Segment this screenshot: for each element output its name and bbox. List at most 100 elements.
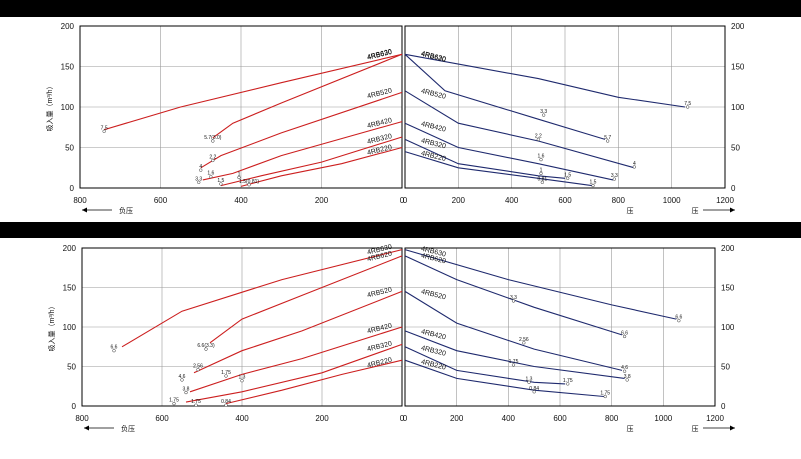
series-line-4rb620 [404,255,623,336]
y-tick-label: 100 [63,323,77,332]
y-tick-label: 100 [61,103,75,112]
y-tick-label: 0 [721,402,726,411]
data-point-marker [536,137,540,142]
x-tick-label: 800 [73,196,87,205]
data-point-marker [677,319,681,323]
data-point-marker [247,183,251,187]
series-line-4rb630 [404,53,686,108]
x-tick-label: 0 [400,414,405,423]
right-axis-caption-b: 压 [692,207,699,215]
data-point-marker [204,347,208,351]
x-tick-label: 200 [315,414,329,423]
left-axis-caption: 负压 [121,424,135,433]
x-tick-label: 0 [403,414,408,423]
y-tick-label: 150 [731,63,745,72]
series-line-4rb220 [404,151,592,187]
y-tick-label: 50 [67,363,76,372]
y-tick-label: 50 [721,363,730,372]
data-point-marker [527,380,531,384]
y-tick-label: 150 [721,284,735,293]
data-point-marker [199,168,203,172]
plot-top-vacuum: 800 600 400 200 00501001502004RB6307.54RB620… [46,22,405,215]
data-point-label: 1.75 [191,399,201,405]
data-point-label: 4 [199,164,202,170]
y-tick-label: 0 [72,402,77,411]
data-point-label: 3.8 [183,387,190,393]
data-point-marker [194,403,198,407]
y-tick-label: 150 [63,284,77,293]
x-tick-label: 200 [315,196,329,205]
data-point-marker [622,369,627,373]
series-line-4rb420 [404,122,614,181]
data-point-label: 1.75 [563,378,573,384]
x-tick-label: 1200 [706,414,724,423]
left-arrow-head [84,425,89,431]
data-point-marker [196,368,200,372]
data-point-marker [240,379,244,383]
data-point-label: 1.75 [600,391,610,397]
data-point-label: 1.75 [169,398,179,404]
data-point-label: 2.56 [519,337,529,343]
series-line-4rb320 [185,343,403,403]
data-point-label: 5.7 [604,135,611,141]
series-line-4rb620 [212,53,403,139]
data-point-label: 4 [633,161,636,167]
data-point-label: 6.6 [675,315,682,321]
data-point-label: 1 [238,171,241,177]
series-name-label: 4RB420 [420,329,446,342]
y-tick-label: 200 [721,244,735,253]
data-point-label: 1.5 [564,172,571,178]
y-tick-label: 100 [721,323,735,332]
data-point-label: 2.2 [209,154,216,160]
data-point-label: 5.7(3.0) [204,135,222,141]
series-name-label: 4RB520 [420,88,446,101]
data-point-label: 6.6 [111,345,118,351]
data-point-marker [511,299,516,303]
series-line-4rb520 [200,91,403,169]
data-point-marker [622,334,627,339]
x-tick-label: 600 [553,414,567,423]
data-point-label: 0.84 [529,386,539,392]
y-tick-label: 150 [61,63,75,72]
series-name-label: 4RB320 [367,340,393,353]
data-point-marker [219,182,223,186]
series-line-4rb220 [225,359,403,405]
series-line-4rb630 [104,53,403,131]
series-line-4rb320 [404,138,566,179]
data-point-label: 1.75 [509,359,519,365]
series-name-label: 4RB520 [420,289,446,302]
data-point-marker [532,390,536,394]
x-tick-label: 0 [400,196,405,205]
data-point-marker [184,390,188,395]
data-point-marker [511,363,516,367]
data-point-label: 4.6 [621,365,628,371]
data-point-marker [522,341,526,345]
x-tick-label: 200 [452,196,466,205]
y-axis-label: 吸入量（m³/h） [46,83,54,132]
x-tick-label: 600 [155,414,169,423]
y-tick-label: 0 [70,184,75,193]
x-tick-label: 200 [450,414,464,423]
data-point-label: 1.5 [217,178,224,184]
x-tick-label: 1000 [663,196,681,205]
y-tick-label: 200 [61,22,75,31]
series-line-4rb630 [404,249,677,320]
data-point-marker [606,139,610,143]
data-point-marker [591,183,595,188]
series-line-4rb620 [209,255,403,344]
series-line-4rb220 [404,359,604,398]
plot-frame [404,25,726,189]
x-tick-label: 400 [235,414,249,423]
series-line-4rb620 [404,53,606,140]
series-line-4rb220 [240,146,403,187]
x-tick-label: 800 [612,196,626,205]
data-point-label: 1.75 [221,370,231,376]
data-point-marker [566,382,570,386]
data-point-marker [211,139,215,143]
data-point-marker [603,394,607,399]
data-point-marker [632,165,636,169]
plot-bottom-pressure: 0 200 400 600 800 1000 12000501001502004RB6306… [403,244,735,433]
plot-frame [79,25,403,189]
